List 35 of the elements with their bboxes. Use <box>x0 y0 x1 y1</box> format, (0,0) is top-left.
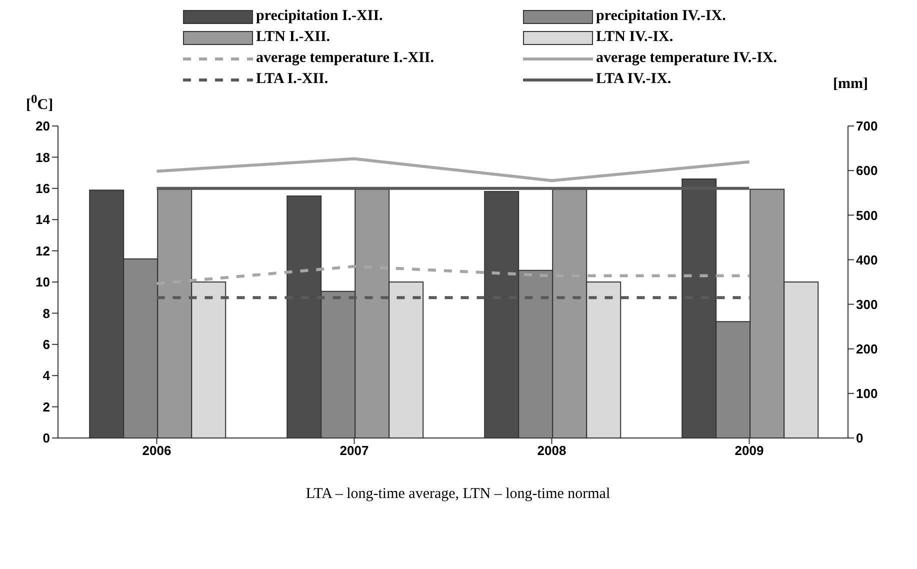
legend-label: LTN I.-XII. <box>256 29 330 46</box>
line-series <box>155 157 751 182</box>
y-tick-label: 16 <box>36 181 50 196</box>
x-tick-label: 2007 <box>340 443 369 458</box>
y2-tick-label: 600 <box>856 163 878 178</box>
legend-label: LTA IV.-IX. <box>596 71 672 88</box>
legend-label: LTA I.-XII. <box>256 71 328 88</box>
y2-axis-title: [mm] <box>833 76 868 93</box>
x-tick-label: 2009 <box>734 443 764 458</box>
y2-tick-label: 200 <box>856 341 878 356</box>
x-tick-label: 2006 <box>142 443 172 458</box>
y-tick-label: 14 <box>36 212 51 228</box>
y-tick-label: 18 <box>36 150 50 165</box>
y-tick-label: 0 <box>42 430 50 446</box>
legend-label: average temperature I.-XII. <box>256 50 434 67</box>
y-tick-label: 10 <box>36 274 50 290</box>
legend-label: precipitation I.-XII. <box>256 8 383 25</box>
legend-label: LTN IV.-IX. <box>596 29 674 46</box>
x-tick-label: 2008 <box>537 443 566 458</box>
legend-label: precipitation IV.-IX. <box>596 8 726 25</box>
y2-tick-label: 700 <box>856 118 878 134</box>
y-tick-label: 4 <box>42 368 51 384</box>
y2-tick-label: 500 <box>856 208 878 223</box>
y2-tick-label: 100 <box>856 386 878 402</box>
y2-tick-label: 0 <box>856 430 864 446</box>
text: LTA – long-time average, LTN – long-time normal <box>304 486 612 503</box>
y-tick-label: 6 <box>42 337 50 352</box>
y-axis-title: [$^{0}$C] <box>26 92 54 114</box>
y2-tick-label: 400 <box>856 252 878 268</box>
y-tick-label: 2 <box>42 399 50 414</box>
y-tick-label: 20 <box>36 118 50 134</box>
y2-tick-label: 300 <box>856 296 878 312</box>
y-tick-label: 12 <box>36 243 50 258</box>
legend-label: average temperature IV.-IX. <box>596 50 778 67</box>
y-tick-label: 8 <box>42 306 50 321</box>
